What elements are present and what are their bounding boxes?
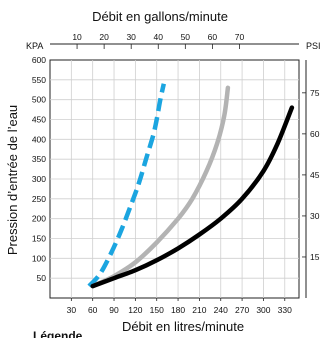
x-tick-label: 120 [128, 305, 142, 315]
x-tick-label: 60 [88, 305, 98, 315]
x2-tick-label: 20 [99, 32, 109, 42]
x2-tick-label: 50 [181, 32, 191, 42]
y2-tick-label: 15 [310, 252, 320, 262]
y-tick-label: 500 [32, 95, 46, 105]
x-tick-label: 240 [214, 305, 228, 315]
x-tick-label: 210 [192, 305, 206, 315]
series-lines [87, 83, 295, 289]
y-tick-label: 250 [32, 194, 46, 204]
left-axis-title: Pression d’entrée de l’eau [5, 105, 20, 255]
y2-tick-label: 30 [310, 211, 320, 221]
y-tick-label: 50 [37, 273, 47, 283]
x2-tick-label: 60 [208, 32, 218, 42]
x-tick-label: 270 [235, 305, 249, 315]
y2-tick-label: 60 [310, 129, 320, 139]
x-tick-label: 300 [256, 305, 270, 315]
y-tick-label: 100 [32, 253, 46, 263]
right-unit-label: PSI [306, 41, 321, 51]
y-tick-label: 300 [32, 174, 46, 184]
left-unit-label: KPA [26, 41, 43, 51]
y-tick-label: 600 [32, 55, 46, 65]
x2-tick-label: 70 [235, 32, 245, 42]
x-tick-label: 330 [278, 305, 292, 315]
x-tick-label: 30 [67, 305, 77, 315]
y-tick-label: 550 [32, 75, 46, 85]
y-tick-label: 450 [32, 115, 46, 125]
top-axis-title: Débit en gallons/minute [92, 9, 228, 24]
x2-tick-label: 40 [154, 32, 164, 42]
series-line-3 [90, 105, 295, 289]
x-tick-label: 150 [150, 305, 164, 315]
series-line-2 [90, 85, 231, 289]
y-tick-label: 400 [32, 134, 46, 144]
y2-tick-label: 75 [310, 88, 320, 98]
x-tick-label: 180 [171, 305, 185, 315]
series-line-1 [87, 83, 166, 288]
y2-tick-label: 45 [310, 170, 320, 180]
legend-heading: Légende [33, 329, 83, 338]
x2-tick-label: 30 [126, 32, 136, 42]
y-tick-label: 150 [32, 234, 46, 244]
x-tick-label: 90 [109, 305, 119, 315]
y-tick-label: 200 [32, 214, 46, 224]
bottom-axis-title: Débit en litres/minute [122, 319, 244, 334]
x2-tick-label: 10 [72, 32, 82, 42]
axis-ticks: 50 100 150 200 250 300 350 400 450 500 550 600 30 60 9… [32, 32, 320, 315]
y-tick-label: 350 [32, 154, 46, 164]
